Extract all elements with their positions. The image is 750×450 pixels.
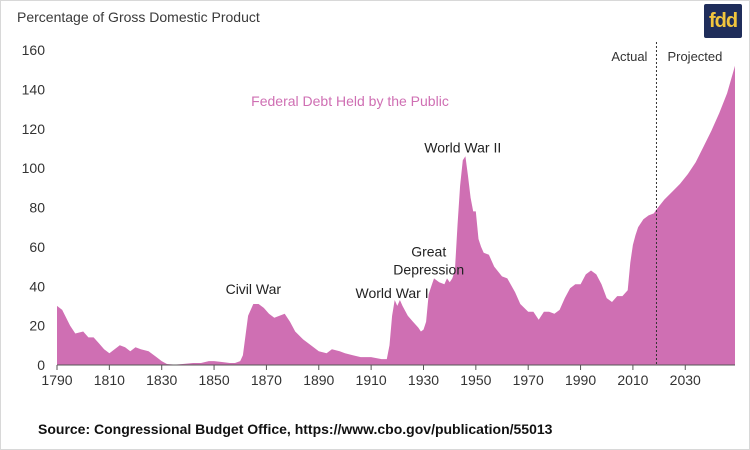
x-tick-label-1950: 1950 bbox=[460, 372, 491, 388]
annotation-0: Civil War bbox=[226, 281, 282, 297]
debt-area-series-0 bbox=[57, 65, 735, 366]
y-tick-label-140: 140 bbox=[22, 81, 46, 97]
x-tick-label-1930: 1930 bbox=[408, 372, 439, 388]
y-tick-label-40: 40 bbox=[29, 278, 45, 294]
x-tick-label-1970: 1970 bbox=[513, 372, 544, 388]
y-tick-label-0: 0 bbox=[37, 357, 45, 373]
y-tick-label-60: 60 bbox=[29, 239, 45, 255]
y-tick-label-20: 20 bbox=[29, 318, 45, 334]
actual-label: Actual bbox=[611, 49, 647, 64]
projected-label: Projected bbox=[667, 49, 722, 64]
series-label: Federal Debt Held by the Public bbox=[251, 93, 449, 109]
y-tick-label-120: 120 bbox=[22, 121, 46, 137]
annotation-1: World War I bbox=[356, 285, 429, 301]
y-tick-label-80: 80 bbox=[29, 200, 45, 216]
y-tick-label-100: 100 bbox=[22, 160, 46, 176]
x-tick-label-1870: 1870 bbox=[251, 372, 282, 388]
annotation-2: Great bbox=[411, 244, 446, 260]
x-tick-label-2030: 2030 bbox=[670, 372, 701, 388]
x-tick-label-1790: 1790 bbox=[41, 372, 72, 388]
x-tick-label-1830: 1830 bbox=[146, 372, 177, 388]
y-tick-label-160: 160 bbox=[22, 42, 46, 58]
x-tick-label-1890: 1890 bbox=[303, 372, 334, 388]
y-axis-title: Percentage of Gross Domestic Product bbox=[17, 9, 260, 25]
fdd-logo: fdd bbox=[704, 4, 742, 38]
x-tick-label-1810: 1810 bbox=[94, 372, 125, 388]
annotation-3: Depression bbox=[393, 261, 464, 277]
x-tick-label-1910: 1910 bbox=[356, 372, 387, 388]
annotation-4: World War II bbox=[424, 139, 501, 155]
x-tick-label-1850: 1850 bbox=[198, 372, 229, 388]
source-note: Source: Congressional Budget Office, htt… bbox=[38, 421, 553, 437]
x-tick-label-1990: 1990 bbox=[565, 372, 596, 388]
x-tick-label-2010: 2010 bbox=[617, 372, 648, 388]
